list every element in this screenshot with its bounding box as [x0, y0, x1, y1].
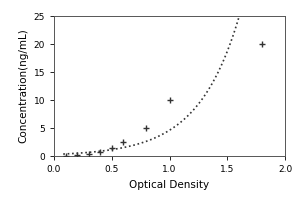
X-axis label: Optical Density: Optical Density	[129, 180, 210, 190]
Y-axis label: Concentration(ng/mL): Concentration(ng/mL)	[18, 29, 28, 143]
